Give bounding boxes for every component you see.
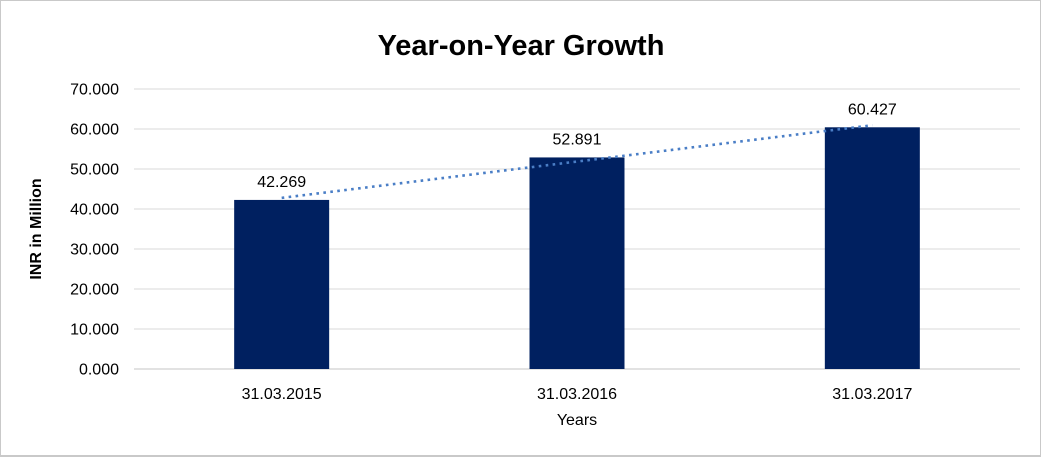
y-tick-label: 10.000	[70, 322, 119, 339]
y-tick-label: 70.000	[70, 82, 119, 99]
data-label: 52.891	[553, 131, 602, 148]
y-axis-tick-labels: 0.000 10.000 20.000 30.000 40.000 50.000 60.00…	[70, 82, 119, 379]
bar[interactable]	[234, 199, 330, 369]
x-category-label: 31.03.2017	[832, 386, 912, 403]
x-category-label: 31.03.2016	[537, 386, 617, 403]
y-tick-label: 0.000	[79, 362, 119, 379]
data-label: 60.427	[848, 101, 897, 118]
y-tick-label: 50.000	[70, 162, 119, 179]
chart-title: Year-on-Year Growth	[378, 30, 665, 62]
data-labels: 42.269 52.891 60.427	[257, 101, 897, 191]
x-axis-category-labels: 31.03.2015 31.03.2016 31.03.2017	[242, 386, 913, 403]
bar[interactable]	[824, 127, 920, 370]
y-tick-label: 40.000	[70, 202, 119, 219]
data-label: 42.269	[257, 174, 306, 191]
y-tick-label: 30.000	[70, 242, 119, 259]
y-tick-label: 60.000	[70, 122, 119, 139]
trendline[interactable]	[281, 123, 873, 200]
bar-series[interactable]	[234, 127, 920, 370]
y-axis-title: INR in Million	[28, 178, 45, 279]
y-tick-label: 20.000	[70, 282, 119, 299]
bar[interactable]	[529, 157, 625, 369]
x-axis-title: Years	[557, 412, 597, 429]
trendline-group[interactable]	[281, 123, 873, 200]
x-category-label: 31.03.2015	[242, 386, 322, 403]
